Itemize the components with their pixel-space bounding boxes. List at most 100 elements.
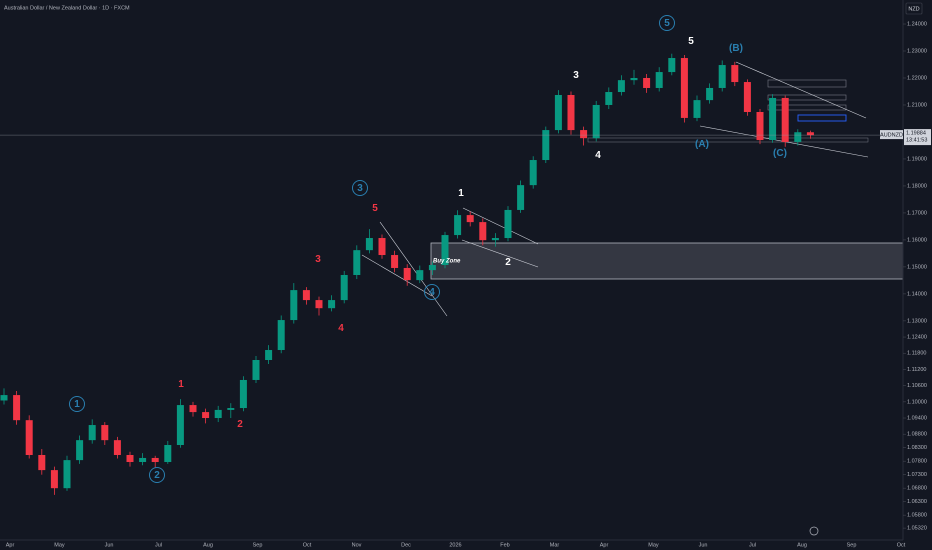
- candle-body: [265, 350, 273, 360]
- y-tick-label: 1.05800: [907, 513, 927, 519]
- wave-label: 1: [178, 379, 184, 390]
- x-tick-label: Jun: [105, 542, 114, 548]
- price-tag-bg: [904, 129, 931, 146]
- wave-circle: [69, 396, 85, 412]
- wave-label: (A): [695, 139, 709, 150]
- x-tick-label: Jul: [749, 542, 756, 548]
- settings-icon[interactable]: [809, 526, 819, 536]
- candle-body: [25, 420, 33, 455]
- y-tick-label: 1.06300: [907, 499, 927, 505]
- candle-body: [176, 405, 184, 446]
- currency-box[interactable]: [905, 2, 923, 15]
- candle-body: [706, 87, 714, 101]
- candle-body: [580, 130, 588, 139]
- x-tick-label: Aug: [797, 542, 807, 548]
- y-tick-label: 1.11800: [907, 351, 926, 357]
- candle-body: [202, 412, 210, 419]
- candle-body: [239, 379, 247, 409]
- candle-body: [517, 185, 525, 210]
- wave-label: 3: [357, 183, 363, 194]
- candle-body: [718, 65, 726, 88]
- candle-body: [466, 215, 474, 223]
- x-tick-label: Sep: [847, 542, 857, 548]
- candle-body: [441, 235, 449, 266]
- y-tick-label: 1.17000: [907, 210, 927, 216]
- wave-label: 2: [237, 419, 243, 430]
- candle-body: [290, 290, 298, 321]
- wave-label: 1: [74, 399, 80, 410]
- wave-label: 3: [315, 254, 321, 265]
- candle-body: [315, 300, 323, 309]
- candle-body: [806, 132, 814, 136]
- y-tick-label: 1.10600: [907, 383, 927, 389]
- wave-label: 3: [573, 70, 579, 81]
- candle-body: [693, 100, 701, 118]
- candle-body: [769, 97, 777, 141]
- candle-body: [416, 270, 424, 281]
- x-tick-label: May: [54, 542, 65, 548]
- candle-body: [365, 238, 373, 251]
- wave-label: (C): [773, 148, 787, 159]
- candle-body: [781, 97, 789, 142]
- wave-label: 1: [458, 188, 464, 199]
- candle-body: [101, 425, 109, 441]
- x-tick-label: Oct: [303, 542, 312, 548]
- candle-body: [302, 290, 310, 301]
- channel-line: [379, 221, 448, 317]
- candle-body: [454, 215, 462, 236]
- x-tick-label: Apr: [6, 542, 15, 548]
- symbol-tag-bg: [880, 130, 903, 140]
- chart-title: Australian Dollar / New Zealand Dollar ·…: [4, 5, 130, 11]
- x-tick-label: Nov: [352, 542, 362, 548]
- candle-body: [227, 408, 235, 410]
- candle-body: [126, 454, 134, 463]
- y-tick-label: 1.07800: [907, 459, 927, 465]
- zone-box: [797, 114, 847, 122]
- y-tick-label: 1.06800: [907, 486, 927, 492]
- candle-body: [617, 80, 625, 93]
- candle-body: [189, 405, 197, 413]
- candle-body: [529, 160, 537, 186]
- wave-label: 4: [338, 323, 344, 334]
- candle-body: [151, 457, 159, 463]
- x-tick-label: Sep: [253, 542, 263, 548]
- candle-body: [378, 238, 386, 256]
- candle-body: [38, 454, 46, 471]
- y-tick-label: 1.10000: [907, 399, 927, 405]
- candle-body: [668, 58, 676, 73]
- wave-label: 4: [429, 287, 435, 298]
- channel-line: [461, 239, 539, 268]
- candle-body: [554, 94, 562, 131]
- candle-body: [50, 470, 58, 489]
- x-tick-label: May: [648, 542, 659, 548]
- candle-body: [139, 457, 147, 463]
- candle-body: [504, 209, 512, 239]
- candle-body: [164, 445, 172, 463]
- candle-body: [340, 274, 348, 301]
- drawings: [0, 0, 904, 541]
- candle-body: [542, 130, 550, 161]
- candle-body: [756, 111, 764, 141]
- x-tick-label: Aug: [203, 542, 213, 548]
- wave-label: (B): [729, 43, 743, 54]
- wave-circle: [352, 180, 368, 196]
- channel-line: [735, 61, 867, 119]
- y-tick-label: 1.09400: [907, 415, 927, 421]
- candle-body: [743, 82, 751, 112]
- wave-circle: [659, 15, 675, 31]
- currency: NZD: [908, 6, 919, 12]
- candle-body: [13, 395, 21, 421]
- candle-body: [491, 238, 499, 241]
- candle-body: [88, 425, 96, 441]
- x-tick-label: Oct: [897, 542, 906, 548]
- y-tick-label: 1.07300: [907, 472, 927, 478]
- candle-body: [655, 72, 663, 88]
- candle-body: [567, 94, 575, 131]
- candle-body: [680, 58, 688, 118]
- x-tick-label: Mar: [550, 542, 560, 548]
- wave-label: 5: [688, 36, 694, 47]
- wave-label: 2: [505, 257, 511, 268]
- candle-body: [353, 250, 361, 275]
- zone-label: Buy Zone: [433, 259, 461, 265]
- y-tick-label: 1.21000: [907, 102, 927, 108]
